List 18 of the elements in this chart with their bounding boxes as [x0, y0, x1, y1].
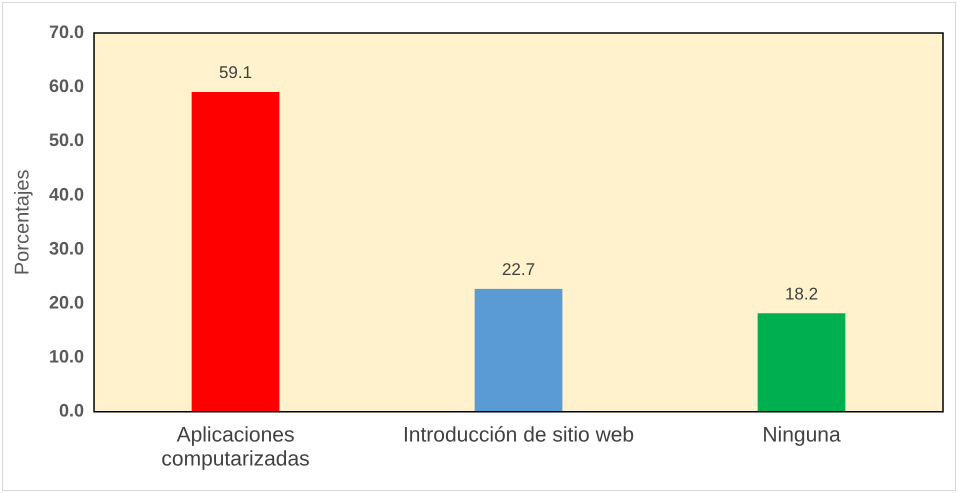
data-label: 18.2: [784, 284, 818, 304]
y-tick-label: 40.0: [48, 184, 84, 204]
x-tick-label: Introducción de sitio web: [402, 424, 634, 447]
data-label: 59.1: [218, 63, 252, 82]
y-tick-label: 70.0: [48, 22, 84, 42]
y-tick-label: 10.0: [48, 346, 84, 367]
bar: [192, 92, 280, 412]
y-tick-label: 20.0: [48, 292, 84, 312]
x-tick-label: Aplicaciones computarizadas: [161, 424, 310, 471]
data-label: 22.7: [502, 260, 536, 280]
x-tick-label: Ninguna: [762, 424, 841, 447]
y-tick-label: 50.0: [48, 130, 84, 150]
bar: [474, 288, 562, 412]
y-tick-label: 30.0: [48, 238, 84, 258]
y-tick-label: 0.0: [59, 400, 84, 421]
y-axis-title: Porcentajes: [12, 170, 34, 276]
bar: [758, 313, 846, 412]
y-tick-label: 60.0: [48, 76, 84, 96]
